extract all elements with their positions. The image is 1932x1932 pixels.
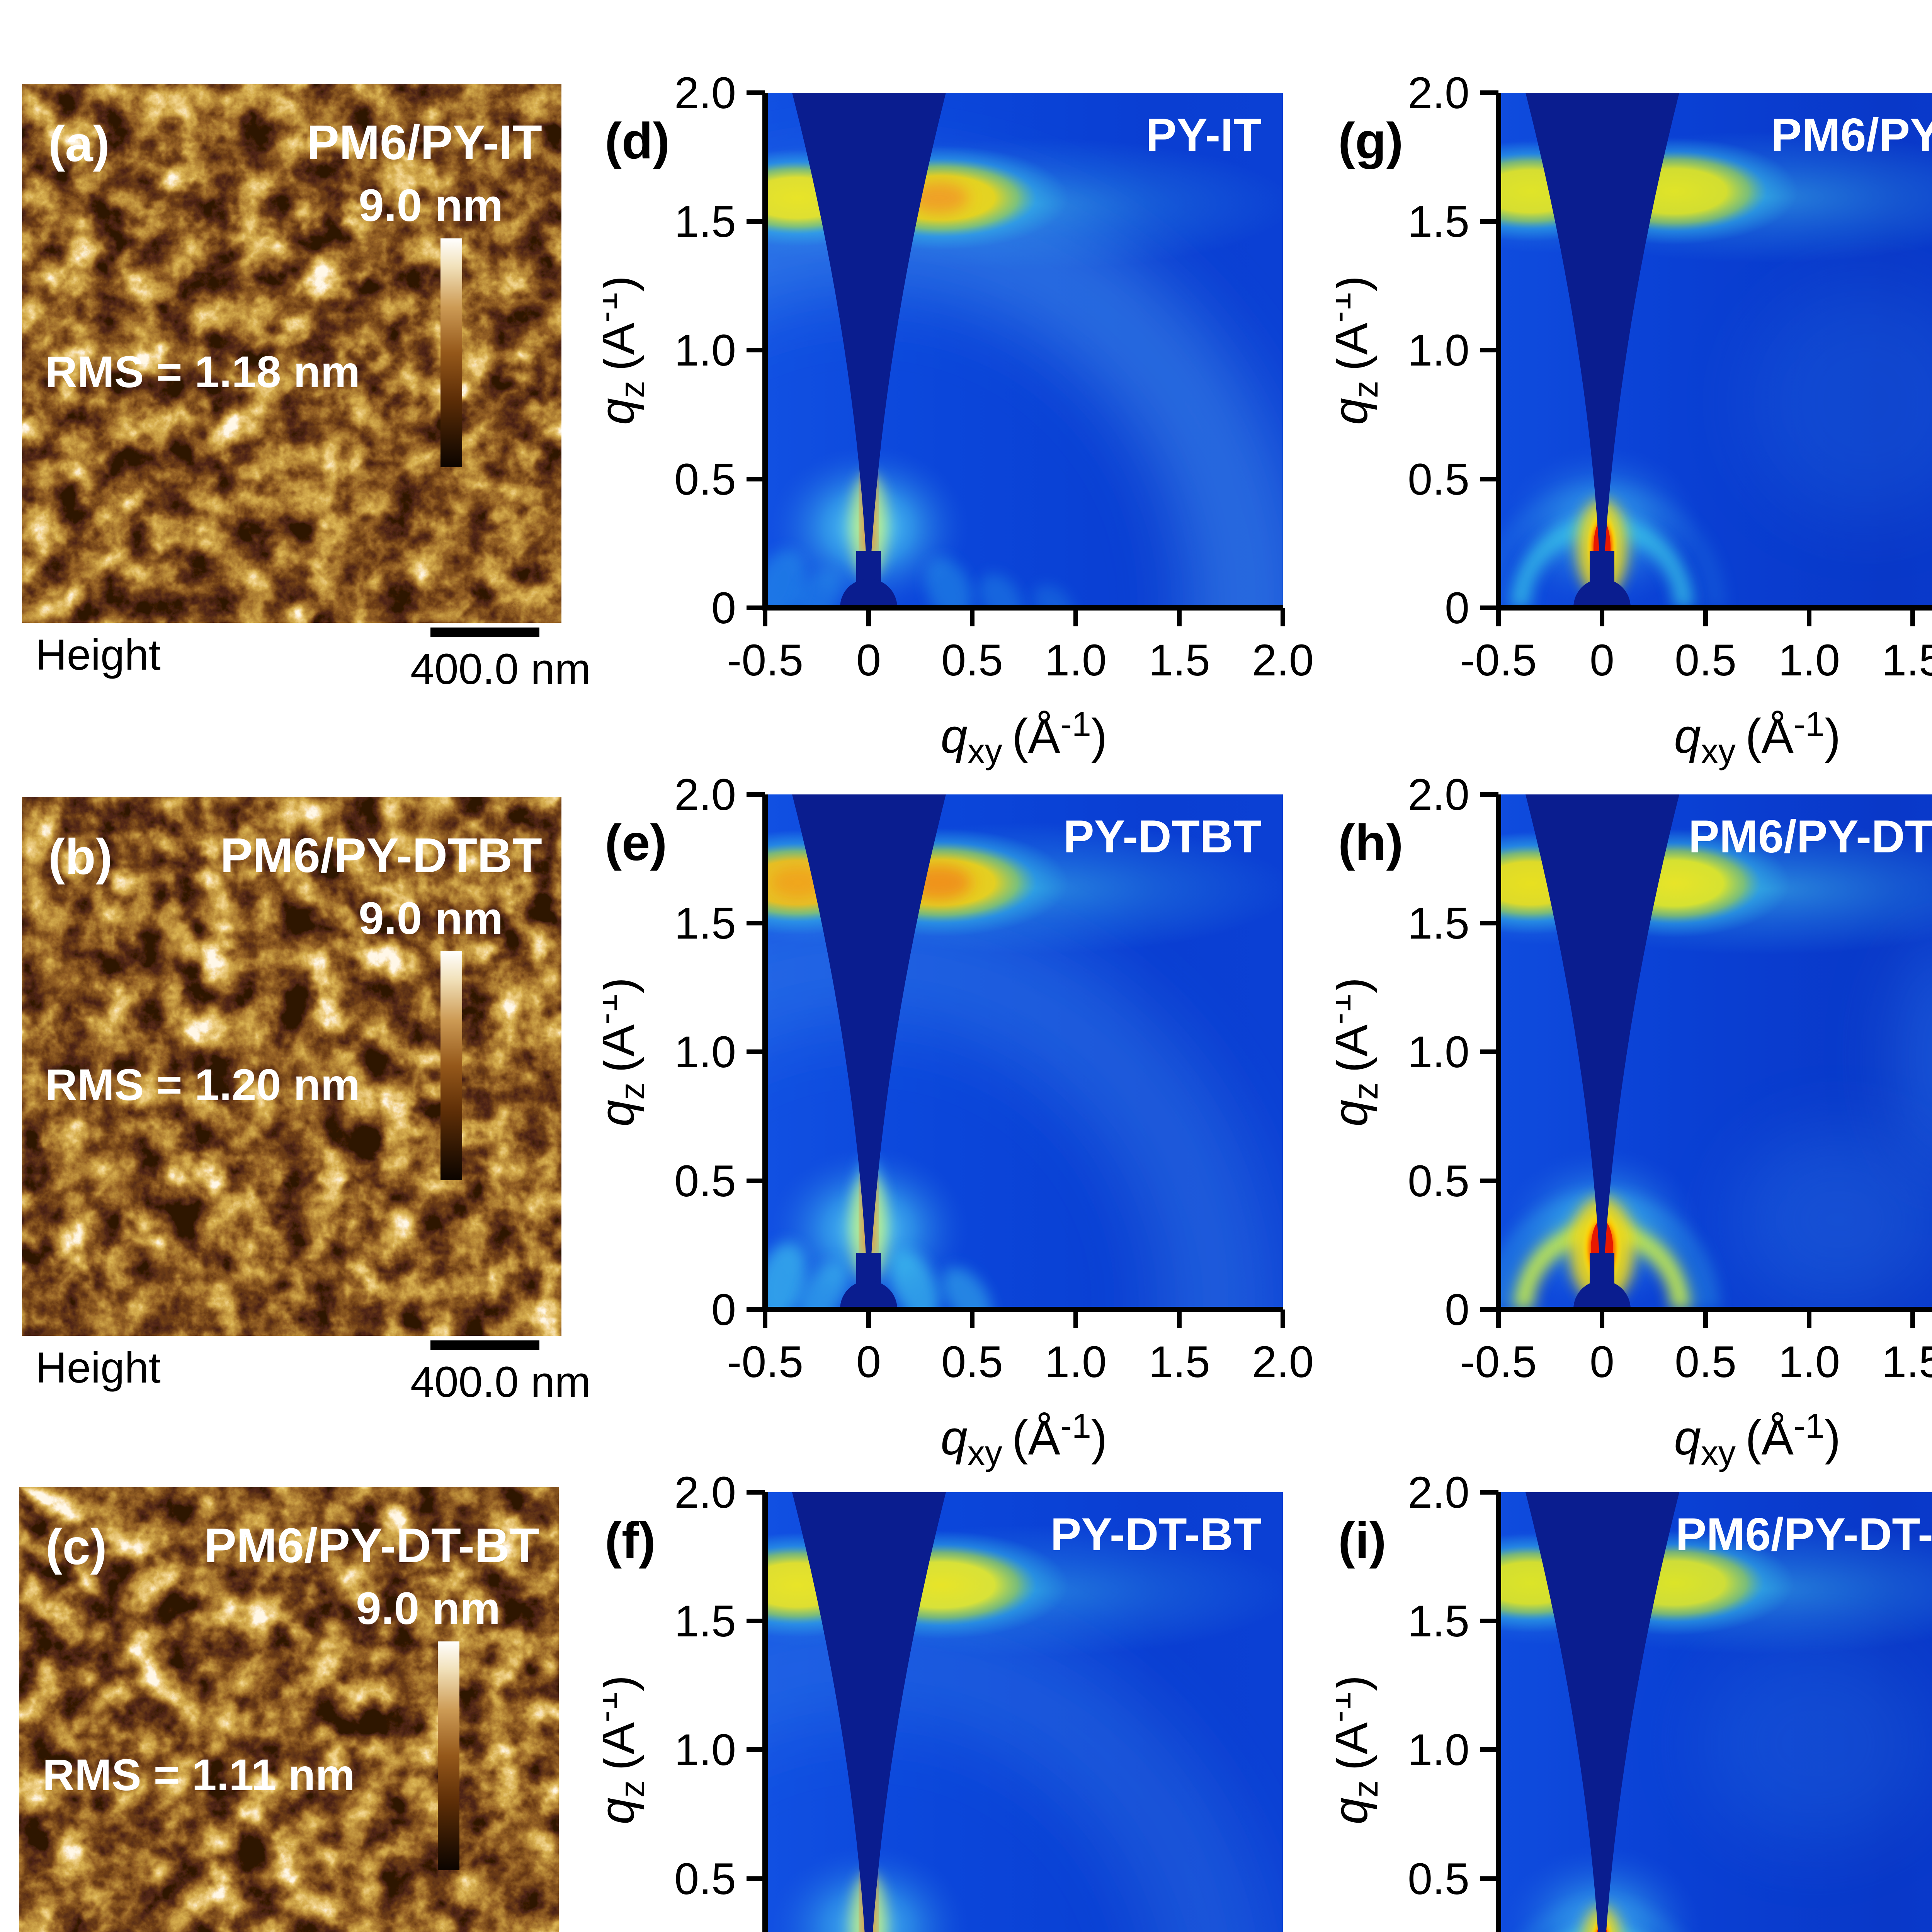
svg-text:1.0: 1.0 bbox=[1408, 326, 1469, 375]
svg-text:0: 0 bbox=[1590, 1337, 1614, 1387]
svg-text:qxy (Å-1): qxy (Å-1) bbox=[1674, 1407, 1840, 1473]
svg-text:0.5: 0.5 bbox=[1408, 455, 1469, 504]
svg-text:qz (Å-1): qz (Å-1) bbox=[1336, 276, 1385, 425]
svg-text:RMS = 1.20 nm: RMS = 1.20 nm bbox=[45, 1060, 360, 1110]
svg-text:1.5: 1.5 bbox=[1408, 1597, 1469, 1646]
svg-text:1.0: 1.0 bbox=[1045, 636, 1107, 685]
svg-text:1.5: 1.5 bbox=[1148, 636, 1210, 685]
svg-text:-0.5: -0.5 bbox=[1460, 1337, 1537, 1387]
svg-text:RMS = 1.18 nm: RMS = 1.18 nm bbox=[45, 347, 360, 397]
svg-text:2.0: 2.0 bbox=[1252, 636, 1314, 685]
svg-text:1.5: 1.5 bbox=[1408, 197, 1469, 247]
svg-text:1.0: 1.0 bbox=[1408, 1725, 1469, 1775]
svg-text:9.0 nm: 9.0 nm bbox=[356, 1583, 500, 1634]
svg-text:0: 0 bbox=[1590, 636, 1614, 685]
svg-text:0: 0 bbox=[711, 583, 736, 633]
svg-text:(b): (b) bbox=[48, 828, 112, 885]
svg-text:0.5: 0.5 bbox=[674, 1156, 736, 1206]
svg-text:1.5: 1.5 bbox=[674, 899, 736, 948]
svg-text:(a): (a) bbox=[48, 116, 110, 172]
svg-text:0: 0 bbox=[1445, 1285, 1469, 1335]
svg-text:RMS = 1.11 nm: RMS = 1.11 nm bbox=[43, 1750, 355, 1800]
svg-text:2.0: 2.0 bbox=[1408, 68, 1469, 118]
svg-text:0.5: 0.5 bbox=[674, 455, 736, 504]
svg-text:0.5: 0.5 bbox=[1675, 1337, 1736, 1387]
svg-text:qxy (Å-1): qxy (Å-1) bbox=[1674, 705, 1840, 771]
svg-text:(e): (e) bbox=[605, 814, 667, 871]
svg-text:PY-DTBT: PY-DTBT bbox=[1063, 811, 1262, 862]
svg-text:9.0 nm: 9.0 nm bbox=[359, 893, 503, 944]
svg-text:qz (Å-1): qz (Å-1) bbox=[1336, 977, 1385, 1126]
svg-text:0.5: 0.5 bbox=[1408, 1156, 1469, 1206]
svg-text:2.0: 2.0 bbox=[1408, 770, 1469, 820]
svg-text:(i): (i) bbox=[1338, 1512, 1386, 1569]
svg-text:0: 0 bbox=[1445, 583, 1469, 633]
svg-text:(h): (h) bbox=[1338, 814, 1403, 871]
svg-text:2.0: 2.0 bbox=[674, 68, 736, 118]
svg-text:1.0: 1.0 bbox=[1778, 1337, 1840, 1387]
svg-text:qz (Å-1): qz (Å-1) bbox=[603, 276, 652, 425]
svg-text:(g): (g) bbox=[1338, 112, 1403, 169]
svg-text:2.0: 2.0 bbox=[1252, 1337, 1314, 1387]
svg-text:PM6/PY-DTBT: PM6/PY-DTBT bbox=[220, 828, 542, 883]
svg-text:1.5: 1.5 bbox=[674, 1597, 736, 1646]
svg-text:PY-DT-BT: PY-DT-BT bbox=[1050, 1509, 1262, 1560]
svg-text:1.5: 1.5 bbox=[674, 197, 736, 247]
svg-text:1.0: 1.0 bbox=[1045, 1337, 1107, 1387]
svg-text:1.0: 1.0 bbox=[1408, 1027, 1469, 1077]
svg-text:0: 0 bbox=[711, 1285, 736, 1335]
svg-text:-0.5: -0.5 bbox=[727, 1337, 803, 1387]
svg-text:(d): (d) bbox=[605, 112, 670, 169]
svg-text:(f): (f) bbox=[605, 1512, 656, 1569]
svg-text:1.5: 1.5 bbox=[1882, 1337, 1932, 1387]
svg-text:0.5: 0.5 bbox=[1408, 1854, 1469, 1904]
svg-text:0.5: 0.5 bbox=[1675, 636, 1736, 685]
svg-text:0.5: 0.5 bbox=[941, 636, 1003, 685]
svg-text:2.0: 2.0 bbox=[674, 770, 736, 820]
svg-text:PM6/PY-IT: PM6/PY-IT bbox=[1771, 109, 1932, 161]
svg-text:qz (Å-1): qz (Å-1) bbox=[603, 1675, 652, 1824]
svg-text:1.5: 1.5 bbox=[1408, 899, 1469, 948]
svg-text:PM6/PY-DT-BT: PM6/PY-DT-BT bbox=[1675, 1509, 1932, 1560]
svg-text:0: 0 bbox=[856, 636, 881, 685]
svg-text:0.5: 0.5 bbox=[941, 1337, 1003, 1387]
svg-text:-0.5: -0.5 bbox=[727, 636, 803, 685]
svg-text:1.5: 1.5 bbox=[1882, 636, 1932, 685]
svg-text:9.0 nm: 9.0 nm bbox=[359, 180, 503, 231]
svg-text:PM6/PY-DT-BT: PM6/PY-DT-BT bbox=[204, 1518, 539, 1573]
svg-text:1.5: 1.5 bbox=[1148, 1337, 1210, 1387]
svg-text:1.0: 1.0 bbox=[1778, 636, 1840, 685]
svg-text:qz (Å-1): qz (Å-1) bbox=[603, 977, 652, 1126]
svg-text:2.0: 2.0 bbox=[674, 1468, 736, 1517]
svg-text:PY-IT: PY-IT bbox=[1146, 109, 1262, 161]
svg-text:-0.5: -0.5 bbox=[1460, 636, 1537, 685]
svg-text:1.0: 1.0 bbox=[674, 326, 736, 375]
svg-text:0: 0 bbox=[856, 1337, 881, 1387]
svg-text:qxy (Å-1): qxy (Å-1) bbox=[940, 705, 1107, 771]
svg-text:qz (Å-1): qz (Å-1) bbox=[1336, 1675, 1385, 1824]
svg-text:qxy (Å-1): qxy (Å-1) bbox=[940, 1407, 1107, 1473]
svg-text:PM6/PY-IT: PM6/PY-IT bbox=[307, 115, 542, 170]
svg-text:0.5: 0.5 bbox=[674, 1854, 736, 1904]
svg-text:(c): (c) bbox=[46, 1519, 107, 1575]
svg-text:2.0: 2.0 bbox=[1408, 1468, 1469, 1517]
svg-text:1.0: 1.0 bbox=[674, 1725, 736, 1775]
svg-text:1.0: 1.0 bbox=[674, 1027, 736, 1077]
svg-text:PM6/PY-DTBT: PM6/PY-DTBT bbox=[1689, 811, 1932, 862]
